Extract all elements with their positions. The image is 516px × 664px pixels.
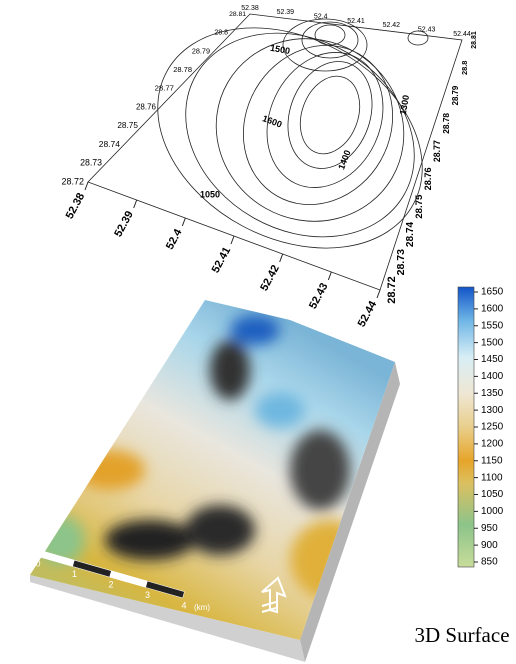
- y-tick-label-left: 28.78: [173, 65, 192, 74]
- colorbar-tick-label: 1350: [481, 388, 504, 399]
- x-tick: [182, 218, 185, 226]
- colorbar-tick-label: 1400: [481, 371, 504, 382]
- y-tick-label-left: 28.75: [117, 121, 138, 130]
- contour-label: 1400: [336, 149, 352, 171]
- contour-label: 1500: [269, 43, 290, 56]
- top-tick-label: 52.41: [347, 18, 365, 25]
- colorbar-tick-label: 1150: [481, 455, 503, 466]
- y-tick-label-left: 28.76: [136, 102, 157, 111]
- figure: 52.3852.3952.452.4152.4252.4352.4452.385…: [0, 0, 516, 664]
- x-tick: [377, 290, 380, 298]
- x-tick: [280, 254, 283, 262]
- x-tick-label: 52.39: [112, 209, 136, 239]
- colorbar-tick-label: 950: [481, 523, 498, 534]
- scale-unit: (km): [194, 603, 210, 612]
- contour-label: 1300: [398, 94, 411, 115]
- colorbar-tick-label: 1550: [481, 320, 504, 331]
- x-tick-label: 52.43: [307, 281, 331, 311]
- y-tick-label-left: 28.74: [99, 139, 121, 149]
- top-tick-label: 52.39: [277, 9, 295, 16]
- colorbar-tick-label: 1600: [481, 304, 504, 315]
- colorbar-tick-label: 1300: [481, 405, 504, 416]
- y-tick-label-right: 28.72: [386, 276, 398, 304]
- y-tick-label-right: 28.81: [471, 31, 478, 49]
- x-tick: [134, 200, 137, 208]
- colorbar-tick-label: 1250: [481, 422, 504, 433]
- y-tick-label-right: 28.73: [395, 249, 407, 276]
- x-tick-label: 52.44: [356, 298, 380, 329]
- y-tick-label-right: 28.77: [432, 140, 442, 162]
- map-frame: [88, 14, 462, 290]
- scale-label: 4: [181, 600, 186, 610]
- scale-label: 1: [72, 569, 77, 579]
- colorbar-tick-label: 1450: [481, 354, 504, 365]
- y-tick-label-right: 28.76: [423, 167, 433, 190]
- colorbar-tick-label: 1100: [481, 472, 503, 483]
- y-tick-label-right: 28.8: [460, 61, 469, 75]
- colorbar-tick-label: 1050: [481, 489, 504, 500]
- y-tick-label-right: 28.79: [451, 85, 460, 105]
- y-tick-label-left: 28.81: [229, 11, 246, 18]
- y-tick-label-right: 28.75: [414, 194, 425, 219]
- colorbar: [458, 287, 474, 567]
- contour-label: 1050: [200, 189, 220, 199]
- y-tick-label-left: 28.79: [192, 46, 210, 55]
- y-tick-label-left: 28.77: [155, 84, 174, 93]
- top-tick-label: 52.43: [418, 27, 436, 34]
- x-tick-label: 52.4: [164, 226, 185, 251]
- top-tick-label: 52.44: [453, 31, 471, 38]
- y-tick-label-right: 28.74: [405, 221, 416, 247]
- x-tick-label: 52.38: [64, 191, 88, 221]
- top-tick-label: 52.42: [383, 22, 401, 29]
- colorbar-tick-label: 1650: [481, 287, 504, 298]
- colorbar-tick-label: 850: [481, 557, 498, 568]
- y-tick-label-left: 28.73: [80, 158, 102, 168]
- colorbar-tick-label: 1200: [481, 439, 504, 450]
- contour-label: 1600: [261, 113, 283, 129]
- scale-label: 3: [145, 590, 150, 600]
- top-tick-label: 52.4: [314, 14, 328, 21]
- colorbar-tick-label: 1500: [481, 337, 504, 348]
- x-tick: [85, 182, 88, 190]
- x-tick: [231, 236, 234, 244]
- x-tick-label: 52.42: [258, 263, 282, 293]
- caption: 3D Surface: [414, 623, 509, 647]
- colorbar-tick-label: 1000: [481, 506, 504, 517]
- x-tick: [328, 272, 331, 280]
- colorbar-tick-label: 900: [481, 540, 498, 551]
- y-tick-label-right: 28.78: [441, 113, 451, 134]
- y-tick-label-left: 28.72: [61, 176, 84, 186]
- scale-label: 2: [108, 579, 113, 589]
- scale-label: 0: [35, 558, 40, 568]
- y-tick-label-left: 28.8: [214, 30, 228, 37]
- x-tick-label: 52.41: [210, 245, 234, 275]
